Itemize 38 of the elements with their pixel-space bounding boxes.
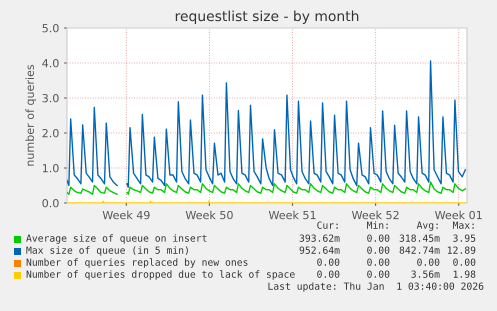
text: 0.00 bbox=[317, 258, 340, 266]
x-tick-label: Week 49 bbox=[102, 210, 150, 220]
text: 318.45m bbox=[400, 234, 440, 242]
text: 0.00 bbox=[367, 246, 390, 254]
text: Min: bbox=[366, 221, 388, 229]
x-tick-label: Week 52 bbox=[352, 210, 399, 220]
y-tick-label: 4.0 bbox=[42, 58, 59, 68]
legend-label: Max size of queue (in 5 min) bbox=[26, 246, 188, 256]
y-tick-label: 3.0 bbox=[42, 94, 59, 102]
y-tick-label: 1.0 bbox=[42, 164, 59, 172]
text: 0.00 bbox=[453, 258, 476, 266]
x-tick-label: Week 01 bbox=[435, 210, 482, 220]
x-tick-label: Week 50 bbox=[186, 210, 233, 220]
text: Cur: bbox=[317, 221, 338, 229]
text: 3.95 bbox=[453, 234, 476, 242]
text: 0.00 bbox=[417, 258, 440, 266]
y-tick-label: 5.0 bbox=[42, 24, 59, 32]
text: 0.00 bbox=[367, 234, 390, 242]
text: Avg: bbox=[416, 222, 438, 231]
text: 0.00 bbox=[367, 270, 390, 278]
text: 0.00 bbox=[367, 258, 390, 266]
legend-label: Number of queries replaced by new ones bbox=[26, 258, 248, 268]
y-tick-label: 0.0 bbox=[42, 198, 59, 208]
text: 0.00 bbox=[317, 270, 340, 278]
legend-label: Average size of queue on insert bbox=[26, 234, 206, 244]
text: Max: bbox=[452, 222, 474, 229]
y-axis-title: number of queries bbox=[25, 64, 36, 166]
text: 3.56m bbox=[411, 270, 440, 278]
text: 1.98 bbox=[454, 270, 476, 278]
text: 842.74m bbox=[400, 246, 440, 254]
text: Last update: Thu Jan 1 03:40:00 2026 bbox=[268, 282, 484, 292]
chart-title: requestlist size - by month bbox=[176, 10, 358, 24]
text: 952.64m bbox=[300, 246, 340, 254]
legend-label: Number of queries dropped due to lack of space bbox=[26, 270, 295, 280]
y-tick-label: 2.0 bbox=[42, 128, 59, 138]
text: 393.62m bbox=[300, 234, 340, 242]
x-tick-label: Week 51 bbox=[268, 210, 316, 220]
text: 12.89 bbox=[448, 246, 476, 254]
